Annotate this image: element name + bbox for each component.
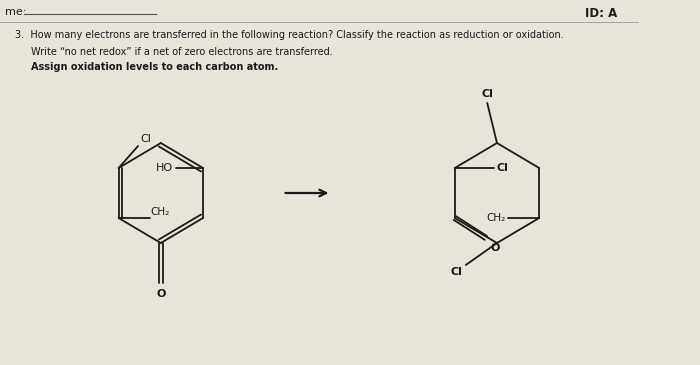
Text: O: O <box>156 289 165 299</box>
Text: me:: me: <box>5 7 26 17</box>
Text: Cl: Cl <box>450 267 462 277</box>
Text: HO: HO <box>155 163 173 173</box>
Text: Cl: Cl <box>140 134 151 144</box>
Text: Write “no net redox” if a net of zero electrons are transferred.: Write “no net redox” if a net of zero el… <box>32 47 333 57</box>
Text: O: O <box>491 243 500 253</box>
Text: Cl: Cl <box>497 163 509 173</box>
Text: Cl: Cl <box>482 89 494 99</box>
Text: ID: A: ID: A <box>584 7 617 20</box>
Text: Assign oxidation levels to each carbon atom.: Assign oxidation levels to each carbon a… <box>32 62 279 72</box>
Text: CH₂: CH₂ <box>486 213 506 223</box>
Text: CH₂: CH₂ <box>150 207 170 217</box>
Text: 3.  How many electrons are transferred in the following reaction? Classify the r: 3. How many electrons are transferred in… <box>15 30 564 40</box>
